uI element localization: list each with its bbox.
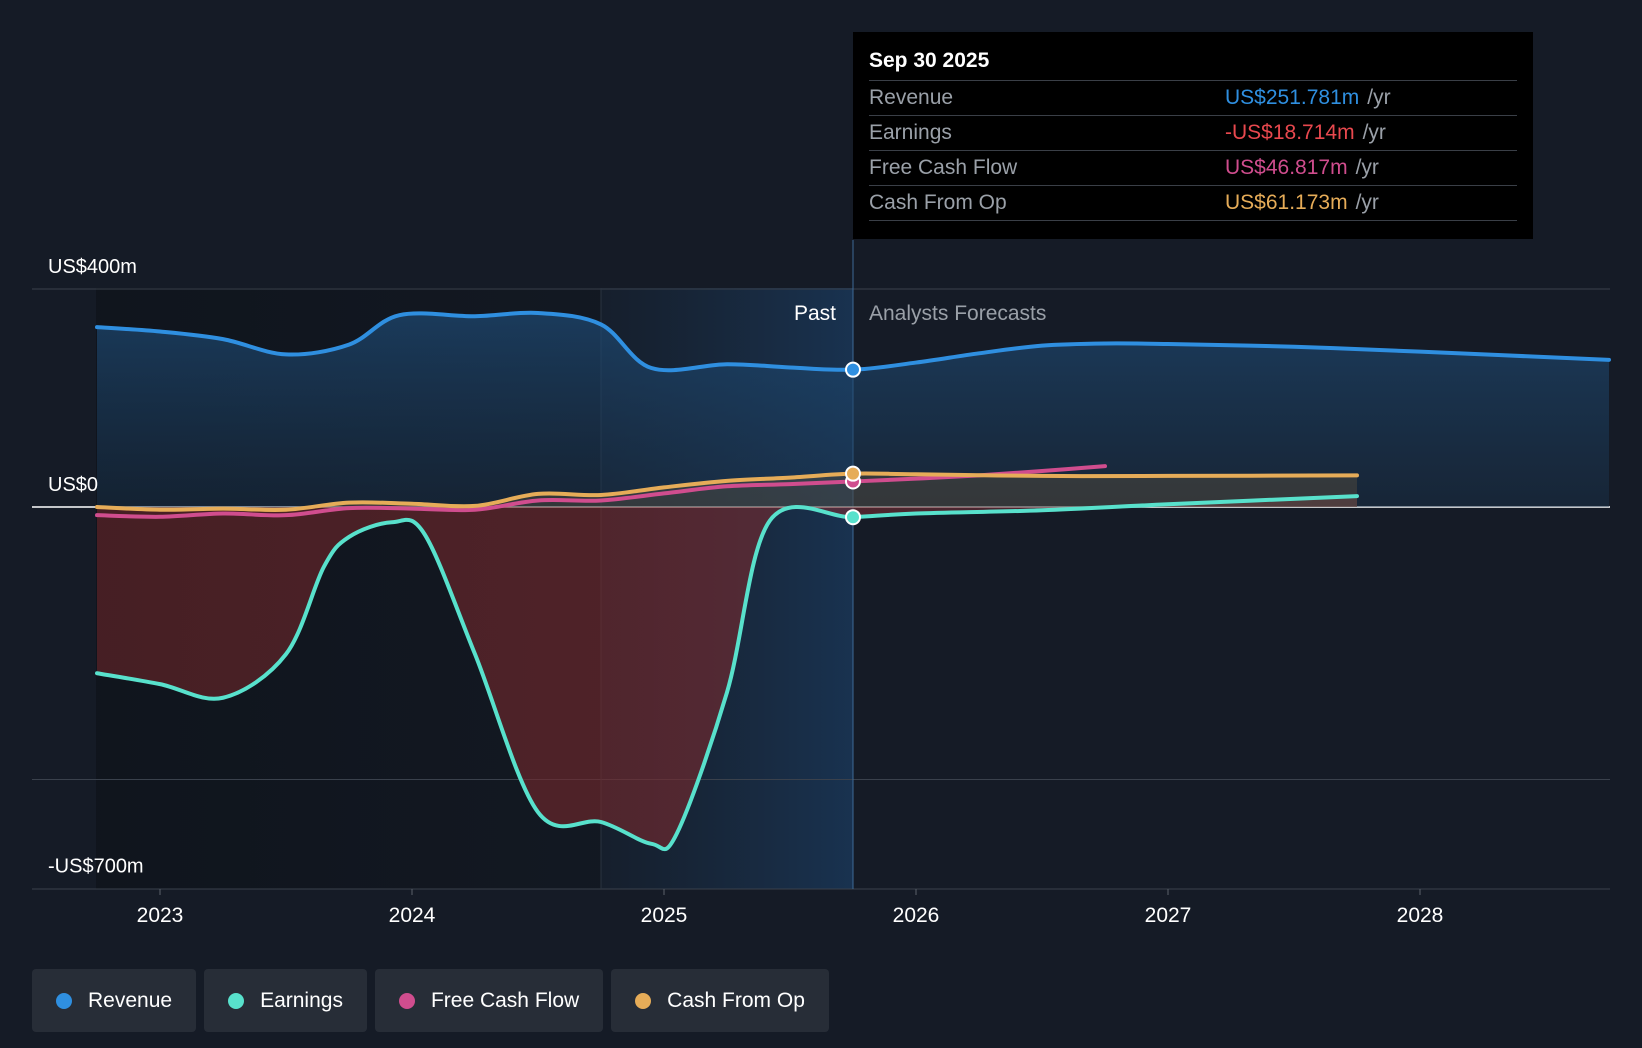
tooltip-value: US$46.817m (1225, 156, 1348, 179)
tooltip-row-free-cash-flow: Free Cash Flow US$46.817m /yr (869, 150, 1517, 185)
legend-dot-icon (398, 992, 415, 1009)
forecast-label: Analysts Forecasts (869, 302, 1046, 325)
tooltip-label: Earnings (869, 121, 952, 144)
series-line-cash-from-op (95, 471, 1359, 512)
tooltip-date: Sep 30 2025 (869, 49, 990, 72)
past-label: Past (794, 302, 836, 325)
earnings-area (97, 496, 1357, 850)
tooltip-unit: /yr (1362, 121, 1386, 144)
x-tick-label: 2023 (137, 904, 184, 927)
tooltip-value: -US$18.714m (1225, 121, 1355, 144)
legend-dot-icon (56, 992, 72, 1009)
earnings-marker (845, 509, 861, 526)
x-tick-label: 2027 (1145, 904, 1192, 927)
x-tick-label: 2024 (389, 904, 436, 927)
x-tick-label: 2025 (641, 904, 688, 927)
tooltip-row-earnings: Earnings -US$18.714m /yr (869, 115, 1517, 150)
x-tick-label: 2026 (893, 904, 940, 927)
series-line-earnings (95, 494, 1359, 852)
data-tooltip: Sep 30 2025 Revenue US$251.781m /yr Earn… (853, 32, 1533, 239)
y-axis-label: US$400m (48, 256, 137, 278)
legend-label: Free Cash Flow (430, 988, 580, 1012)
x-tick-label: 2028 (1397, 904, 1444, 927)
tooltip-unit: /yr (1355, 191, 1379, 214)
y-axis-label: -US$700m (48, 856, 144, 878)
legend-item-cash-from-op[interactable]: Cash From Op (611, 969, 829, 1032)
cash-from-op-area (97, 473, 1357, 510)
revenue-marker (845, 361, 861, 378)
legend-label: Cash From Op (667, 988, 805, 1012)
tooltip-label: Free Cash Flow (869, 156, 1018, 179)
tooltip-label: Revenue (869, 86, 954, 109)
revenue-area (97, 312, 1609, 507)
series-line-free-cash-flow (95, 464, 1107, 519)
chart-legend: Revenue Earnings Free Cash Flow Cash Fro… (32, 969, 837, 1032)
tooltip-row-revenue: Revenue US$251.781m /yr (869, 80, 1517, 115)
tooltip-label: Cash From Op (869, 191, 1007, 214)
legend-label: Revenue (88, 988, 173, 1012)
tooltip-unit: /yr (1355, 156, 1379, 179)
tooltip-value: US$61.173m (1225, 191, 1348, 214)
earnings-revenue-chart: US$400m US$0 -US$700m 2023 2024 2025 2026 2027 2… (32, 240, 1611, 927)
legend-item-revenue[interactable]: Revenue (32, 969, 197, 1032)
tooltip-value: US$251.781m (1225, 86, 1360, 109)
y-axis-label: US$0 (48, 474, 98, 496)
legend-dot-icon (635, 992, 652, 1009)
legend-dot-icon (228, 992, 245, 1009)
tooltip-row-cash-from-op: Cash From Op US$61.173m /yr (869, 185, 1517, 221)
legend-item-earnings[interactable]: Earnings (204, 969, 367, 1032)
legend-label: Earnings (260, 988, 343, 1012)
tooltip-unit: /yr (1367, 86, 1391, 109)
cash-from-op-marker (845, 465, 861, 482)
legend-item-free-cash-flow[interactable]: Free Cash Flow (374, 969, 604, 1032)
series-line-revenue (95, 310, 1611, 373)
